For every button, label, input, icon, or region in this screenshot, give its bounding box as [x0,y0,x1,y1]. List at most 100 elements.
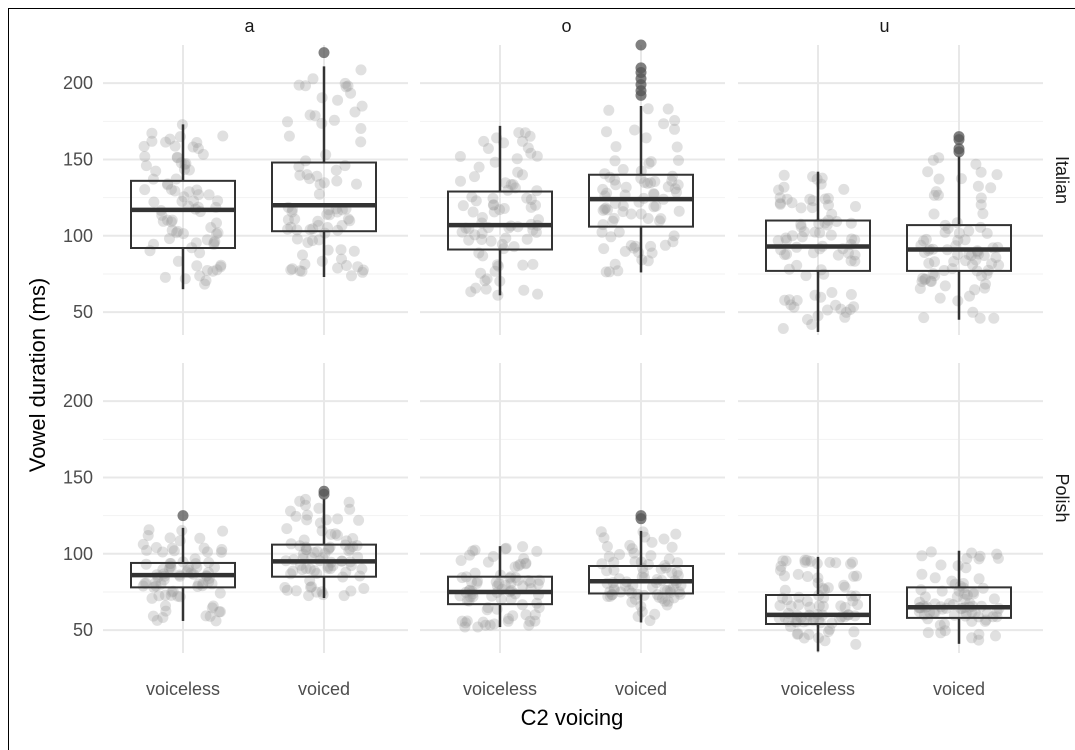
data-point [171,151,183,163]
data-point [208,237,220,249]
data-point [934,292,946,304]
data-point [934,619,946,631]
data-point [987,611,999,623]
data-point [146,135,158,147]
data-point [823,199,834,211]
data-point [349,106,361,118]
data-point [930,186,942,198]
data-point [182,564,194,576]
outlier-point [635,62,647,74]
data-point [597,183,609,195]
data-point [839,311,851,323]
data-point [517,169,528,181]
data-point [795,218,807,230]
data-point [824,623,836,635]
data-point [502,184,514,196]
data-point [320,149,332,161]
data-point [669,115,681,126]
data-point [825,229,837,241]
data-point [981,608,993,620]
data-point [156,209,168,221]
data-point [838,183,850,195]
data-point [920,233,932,245]
data-point [601,126,612,138]
data-point [524,130,536,142]
data-point [476,234,488,245]
data-point [454,151,466,162]
data-point [296,564,308,575]
data-point [469,171,480,183]
data-point [805,555,817,567]
data-point [965,250,977,261]
data-point [781,193,793,205]
data-point [609,258,621,270]
data-point [348,245,360,257]
data-point [214,587,226,599]
data-point [629,124,641,136]
data-point [211,228,222,240]
data-point [313,188,325,200]
data-point [951,591,963,603]
data-point [966,547,978,559]
data-point [514,558,526,570]
data-point [283,130,295,142]
data-point [325,528,337,540]
data-point [981,227,993,239]
data-point [525,194,537,205]
data-point [301,509,313,521]
data-point [845,289,857,300]
data-point [806,202,818,214]
data-point [637,526,649,538]
data-point [802,314,813,325]
data-point [530,226,542,238]
data-point [345,585,357,597]
data-point [211,217,222,229]
data-point [620,181,632,193]
data-point [139,151,151,162]
data-point [640,132,652,144]
data-point [342,213,354,225]
data-point [194,532,206,544]
data-point [166,214,178,226]
data-point [774,197,786,209]
data-point [469,544,481,556]
data-point [801,595,813,607]
outlier-point [177,510,189,522]
data-point [666,567,678,579]
data-point [358,583,370,594]
data-point [355,64,367,76]
data-point [287,565,299,577]
data-point [470,282,482,294]
data-point [835,600,847,612]
data-point [791,259,803,271]
data-point [648,188,660,200]
data-point [344,503,356,515]
data-point [472,621,484,633]
data-point [663,553,675,565]
data-point [285,505,296,517]
data-point [929,270,941,282]
data-point [606,589,618,601]
data-point [309,110,321,122]
data-point [671,141,683,153]
data-point [850,201,861,212]
data-point [929,607,941,619]
data-point [297,249,308,261]
data-point [672,570,684,582]
data-point [150,580,162,592]
data-point [523,619,535,631]
data-point [610,141,622,153]
data-point [194,247,206,259]
data-point [533,214,544,226]
data-point [783,294,795,306]
data-point [191,561,203,573]
data-point [489,156,501,168]
data-point [835,303,847,315]
data-point [609,174,621,186]
data-point [286,263,298,275]
data-point [316,255,328,267]
data-point [520,557,532,569]
data-point [140,577,152,589]
data-point [819,635,831,647]
data-point [279,582,291,593]
